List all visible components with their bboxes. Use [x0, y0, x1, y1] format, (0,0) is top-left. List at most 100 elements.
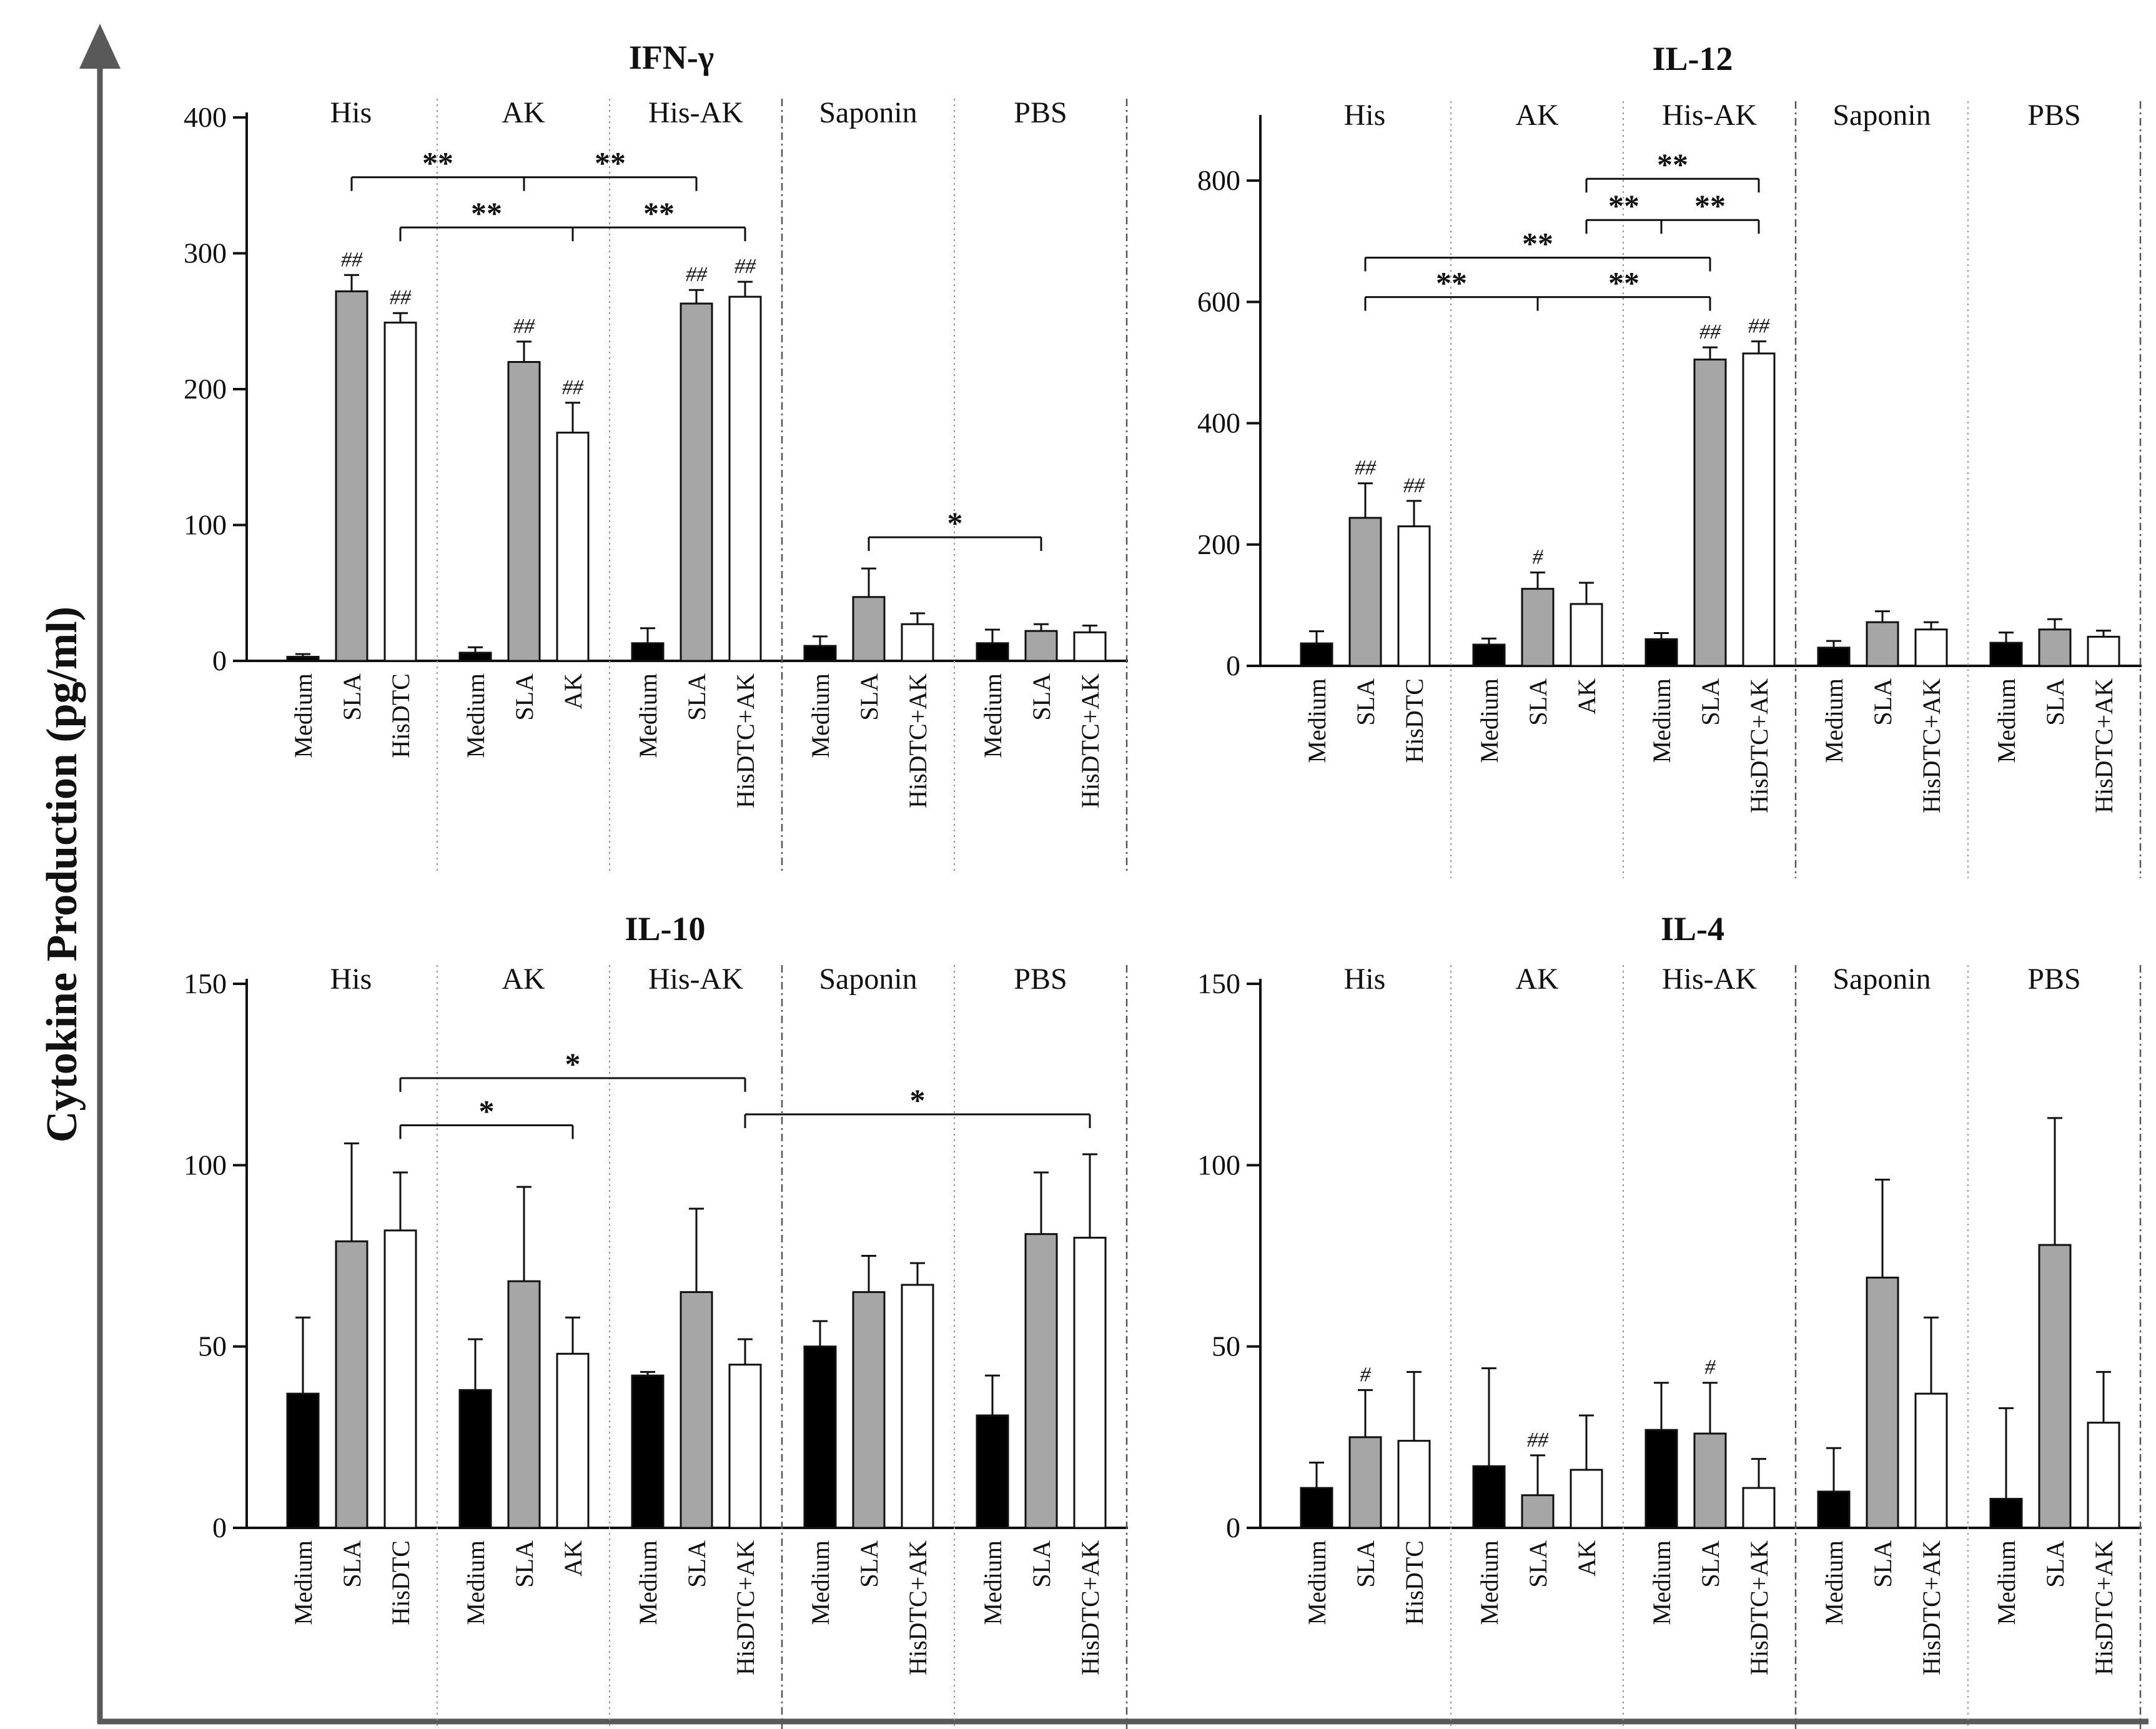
- significance-mark: ##: [341, 248, 363, 271]
- bracket-mark: **: [643, 196, 675, 230]
- y-tick-label: 0: [1226, 1512, 1240, 1543]
- bar-HisDTC+AK: [1073, 1236, 1107, 1529]
- group-label: AK: [502, 963, 545, 996]
- x-tick-label: Medium: [806, 673, 834, 758]
- bar-Medium: [803, 1345, 837, 1529]
- bar-SLA: [852, 1291, 886, 1529]
- group-label: PBS: [1014, 96, 1067, 129]
- bar-Medium: [1644, 1429, 1678, 1529]
- x-tick-label: HisDTC: [1400, 678, 1428, 763]
- y-tick-label: 0: [1226, 650, 1240, 681]
- y-tick-label: 150: [1197, 968, 1240, 999]
- x-tick-label: Medium: [1303, 678, 1331, 763]
- group-label: AK: [502, 96, 545, 129]
- y-tick-label: 300: [184, 237, 227, 269]
- bar-HisDTC+AK: [1073, 631, 1107, 662]
- y-tick-label: 200: [184, 373, 227, 405]
- bar-AK: [556, 432, 590, 662]
- bar-AK: [556, 1352, 590, 1529]
- bracket-mark: **: [1608, 265, 1639, 300]
- bar-SLA: [2038, 1244, 2072, 1529]
- bar-SLA: [1348, 1436, 1382, 1529]
- x-tick-label: SLA: [1696, 678, 1724, 726]
- x-tick-label: AK: [559, 673, 587, 710]
- bar-Medium: [976, 642, 1009, 662]
- y-tick-label: 50: [198, 1330, 227, 1362]
- bar-SLA: [335, 1240, 368, 1529]
- x-tick-label: SLA: [1027, 673, 1056, 721]
- chart-title: IL-10: [625, 910, 705, 948]
- bar-SLA: [1024, 1233, 1058, 1529]
- x-tick-label: Medium: [289, 673, 317, 758]
- bar-AK: [1570, 1469, 1603, 1529]
- bracket-mark: **: [1608, 188, 1639, 223]
- group-label: His: [330, 96, 372, 129]
- bar-Medium: [803, 645, 837, 662]
- x-tick-label: Medium: [979, 673, 1007, 758]
- bar-Medium: [1817, 1490, 1851, 1529]
- x-tick-label: Medium: [1820, 1540, 1848, 1625]
- bar-SLA: [1348, 517, 1382, 667]
- x-tick-label: Medium: [289, 1540, 317, 1625]
- chart-panel-IFN-γ: IFN-γ 0 100 200 300 400 His AK His-AK Saponin PBS M…: [184, 39, 1128, 873]
- comparison-bracket: ** **: [350, 146, 698, 191]
- group-label: His: [330, 963, 372, 996]
- x-tick-label: Medium: [979, 1540, 1007, 1625]
- group-label: PBS: [1014, 963, 1067, 996]
- x-tick-label: AK: [559, 1540, 587, 1577]
- bracket-mark: **: [1436, 265, 1467, 300]
- comparison-bracket: ** **: [399, 196, 746, 242]
- bar-Medium: [1644, 638, 1678, 667]
- bar-Medium: [976, 1414, 1009, 1529]
- x-tick-label: SLA: [1524, 1540, 1552, 1588]
- x-tick-label: SLA: [510, 1540, 538, 1588]
- x-tick-label: SLA: [1696, 1540, 1724, 1588]
- y-tick-label: 200: [1197, 528, 1240, 560]
- bar-HisDTC: [1397, 525, 1431, 667]
- x-tick-label: SLA: [2041, 1540, 2069, 1588]
- group-label: PBS: [2027, 963, 2080, 996]
- y-tick-label: 0: [212, 1512, 227, 1543]
- x-tick-label: Medium: [634, 673, 662, 758]
- bar-Medium: [286, 1392, 320, 1529]
- group-label: Saponin: [1832, 99, 1931, 132]
- significance-mark: ##: [513, 315, 535, 338]
- significance-mark: #: [1360, 1363, 1372, 1386]
- group-label: AK: [1515, 99, 1559, 132]
- comparison-bracket: **: [1585, 147, 1760, 193]
- bar-SLA: [2038, 628, 2072, 667]
- group-label: His-AK: [648, 963, 743, 996]
- chart-panel-IL-10: IL-10 0 50 100 150 His AK His-AK Saponin PBS Mediu…: [184, 910, 1128, 1729]
- bracket-mark: *: [910, 1082, 926, 1117]
- x-tick-label: HisDTC+AK: [731, 673, 759, 808]
- y-tick-label: 600: [1197, 285, 1240, 317]
- x-tick-label: SLA: [1352, 678, 1380, 726]
- group-label: Saponin: [1832, 963, 1931, 996]
- x-tick-label: Medium: [1648, 678, 1676, 763]
- x-tick-label: Medium: [462, 673, 490, 758]
- x-tick-label: SLA: [2041, 678, 2069, 726]
- x-tick-label: HisDTC+AK: [731, 1540, 759, 1675]
- bar-SLA: [1693, 1432, 1727, 1529]
- x-tick-label: AK: [1573, 1540, 1601, 1577]
- bar-Medium: [286, 655, 320, 662]
- bar-SLA: [1024, 630, 1058, 662]
- bar-HisDTC+AK: [1914, 1392, 1948, 1529]
- comparison-bracket: *: [399, 1046, 746, 1092]
- bar-HisDTC+AK: [901, 623, 934, 662]
- bar-Medium: [458, 1389, 492, 1529]
- x-tick-label: HisDTC: [387, 1540, 415, 1625]
- significance-mark: ##: [1699, 320, 1721, 344]
- x-tick-label: HisDTC+AK: [1076, 1540, 1104, 1675]
- bracket-mark: *: [947, 505, 963, 540]
- bracket-mark: **: [1522, 225, 1553, 260]
- x-tick-label: HisDTC: [387, 673, 415, 758]
- chart-panel-IL-4: IL-4 0 50 100 150 His AK His-AK Saponin PBS Medium…: [1197, 910, 2142, 1729]
- y-axis-title: Cytokine Production (pg/ml): [38, 607, 86, 1142]
- comparison-bracket: ** **: [1585, 188, 1760, 234]
- group-label: Saponin: [819, 963, 917, 996]
- x-tick-label: SLA: [855, 1540, 883, 1588]
- group-label: AK: [1515, 963, 1559, 996]
- bar-HisDTC: [383, 321, 417, 662]
